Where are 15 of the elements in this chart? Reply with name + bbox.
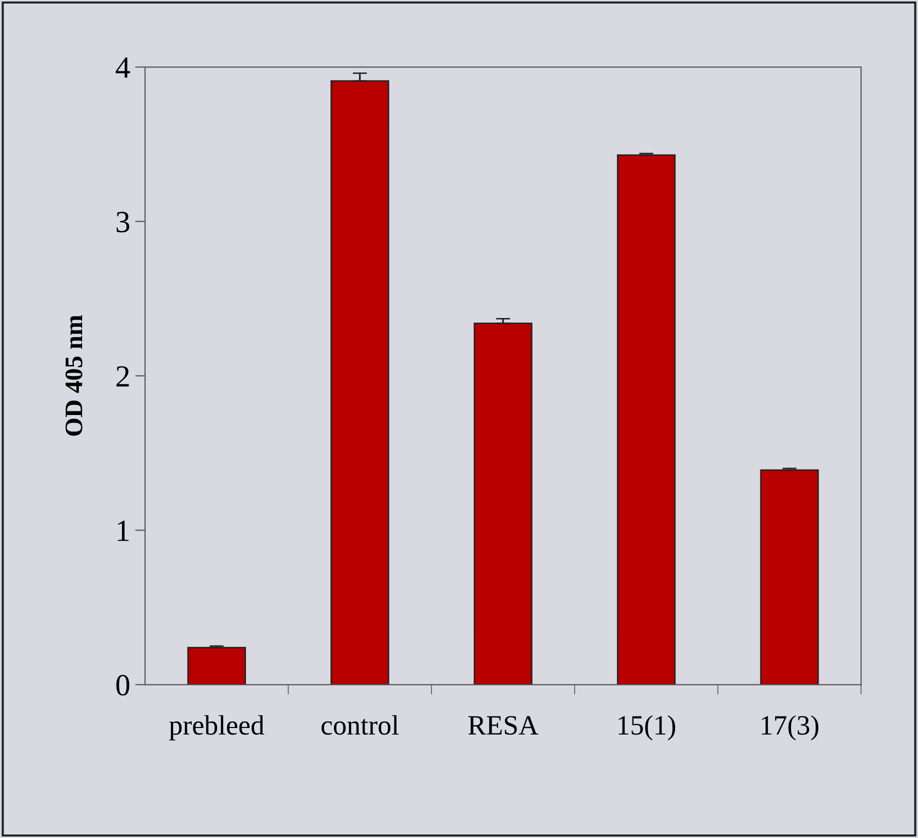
y-tick-label: 0: [116, 674, 130, 696]
bar: [187, 646, 246, 685]
bar: [474, 322, 532, 685]
x-tick-label: prebleed: [169, 715, 264, 740]
y-tick-label: 2: [116, 366, 129, 386]
x-tick-label: 15(1): [618, 715, 676, 740]
x-tick-label: 17(3): [762, 715, 818, 740]
x-tick-label: control: [322, 715, 399, 735]
y-tick-label: 4: [116, 58, 130, 78]
x-tick-label: RESA: [468, 716, 538, 735]
bar: [616, 154, 676, 685]
y-axis-title: OD 405 nm: [65, 315, 82, 436]
bar: [760, 469, 819, 685]
y-tick-label: 1: [118, 520, 129, 541]
y-tick-label: 3: [116, 212, 130, 232]
